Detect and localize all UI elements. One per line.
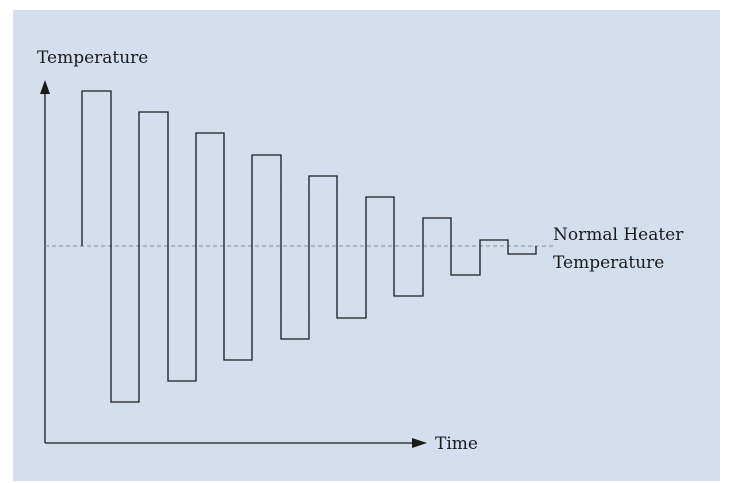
reference-label-line1: Normal Heater [553, 225, 684, 245]
x-axis-label: Time [435, 434, 478, 454]
x-axis-arrowhead-icon [412, 438, 427, 448]
y-axis-arrowhead-icon [40, 80, 50, 94]
y-axis-label: Temperature [37, 48, 148, 68]
reference-label-line2: Temperature [553, 253, 664, 273]
temperature-oscillation-waveform [81, 90, 537, 403]
